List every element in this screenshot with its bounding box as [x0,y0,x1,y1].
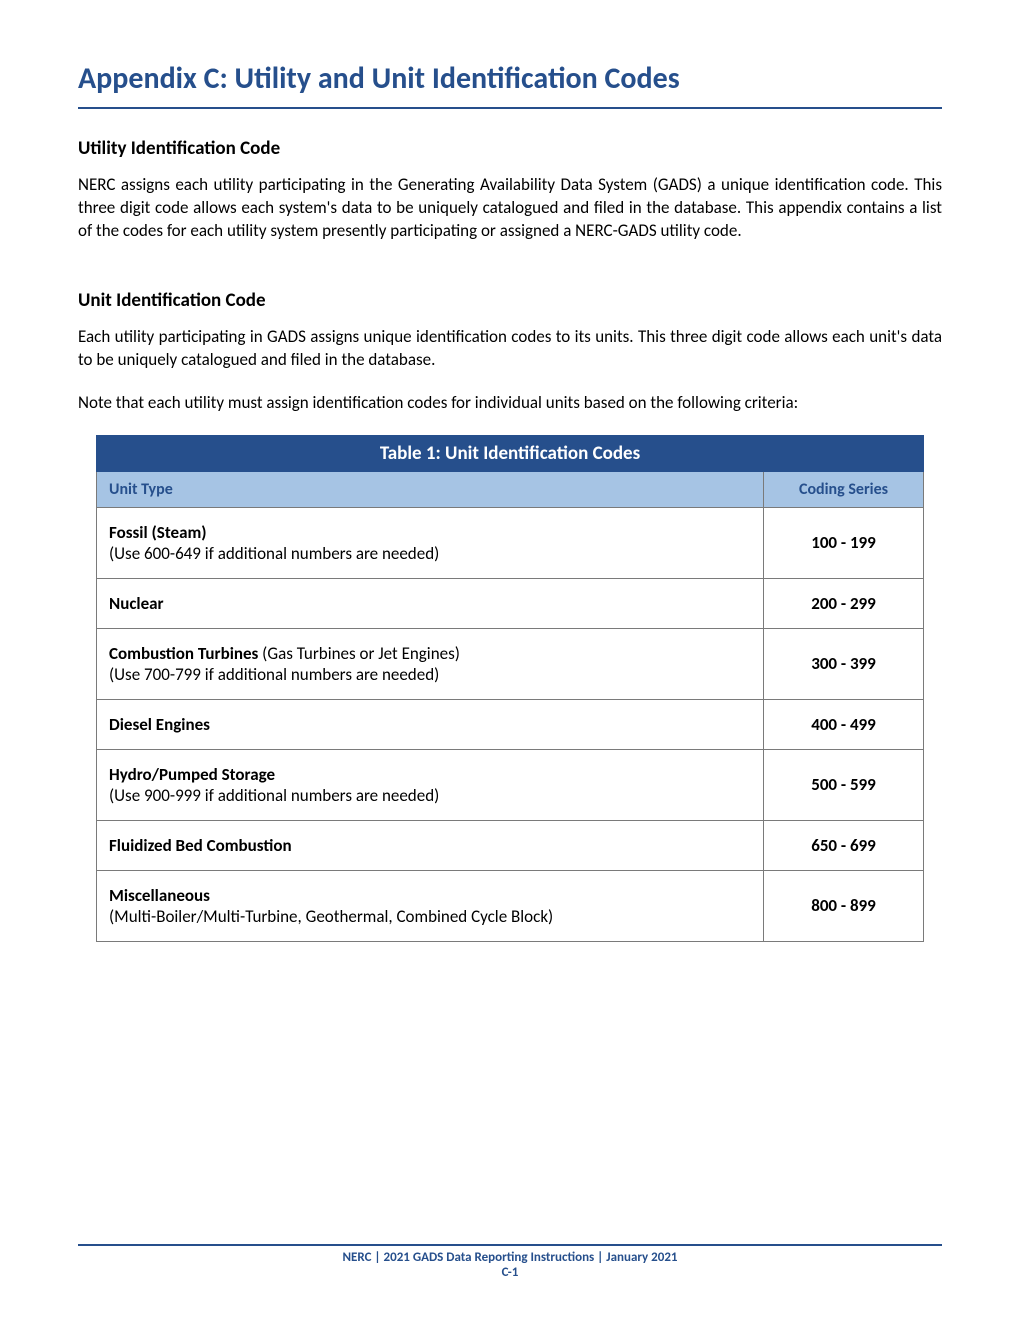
table-row: Miscellaneous(Multi-Boiler/Multi-Turbine… [97,870,924,941]
unit-type-line2: (Use 700-799 if additional numbers are n… [109,664,439,685]
page-footer: NERC | 2021 GADS Data Reporting Instruct… [78,1244,942,1280]
footer-rule [78,1244,942,1246]
table-title-cell: Table 1: Unit Identification Codes [97,435,924,471]
section2-para2: Note that each utility must assign ident… [78,392,942,415]
section2-heading: Unit Identification Code [78,289,942,312]
unit-type-bold: Miscellaneous [109,885,210,906]
unit-type-bold: Fluidized Bed Combustion [109,835,292,856]
coding-series-cell: 200 - 299 [764,578,924,628]
table-row: Combustion Turbines (Gas Turbines or Jet… [97,628,924,699]
unit-type-bold: Hydro/Pumped Storage [109,764,275,785]
footer-line2: C-1 [78,1265,942,1280]
coding-series-cell: 800 - 899 [764,870,924,941]
unit-type-cell: Miscellaneous(Multi-Boiler/Multi-Turbine… [97,870,764,941]
unit-type-cell: Diesel Engines [97,699,764,749]
unit-type-cell: Combustion Turbines (Gas Turbines or Jet… [97,628,764,699]
table-row: Fluidized Bed Combustion 650 - 699 [97,820,924,870]
unit-type-bold: Combustion Turbines [109,643,258,664]
table-row: Hydro/Pumped Storage(Use 900-999 if addi… [97,749,924,820]
unit-type-line2: (Use 600-649 if additional numbers are n… [109,543,439,564]
page-title: Appendix C: Utility and Unit Identificat… [78,60,942,97]
unit-type-cell: Fossil (Steam)(Use 600-649 if additional… [97,507,764,578]
unit-type-cell: Nuclear [97,578,764,628]
unit-type-rest: (Gas Turbines or Jet Engines) [258,643,460,664]
unit-type-line2: (Use 900-999 if additional numbers are n… [109,785,439,806]
section1-heading: Utility Identification Code [78,137,942,160]
section2-para1: Each utility participating in GADS assig… [78,326,942,372]
unit-type-bold: Fossil (Steam) [109,522,207,543]
table-row: Nuclear 200 - 299 [97,578,924,628]
section1-para1: NERC assigns each utility participating … [78,174,942,243]
unit-codes-table: Table 1: Unit Identification Codes Unit … [96,435,924,942]
coding-series-cell: 400 - 499 [764,699,924,749]
coding-series-cell: 300 - 399 [764,628,924,699]
title-rule [78,107,942,109]
col-header-unit-type: Unit Type [97,471,764,507]
table-container: Table 1: Unit Identification Codes Unit … [96,435,924,942]
unit-type-bold: Diesel Engines [109,714,210,735]
table-title-row: Table 1: Unit Identification Codes [97,435,924,471]
table-header-row: Unit Type Coding Series [97,471,924,507]
footer-line1: NERC | 2021 GADS Data Reporting Instruct… [78,1250,942,1265]
coding-series-cell: 100 - 199 [764,507,924,578]
coding-series-cell: 650 - 699 [764,820,924,870]
col-header-coding-series: Coding Series [764,471,924,507]
table-row: Diesel Engines 400 - 499 [97,699,924,749]
section-gap [78,263,942,289]
unit-type-line2: (Multi-Boiler/Multi-Turbine, Geothermal,… [109,906,553,927]
unit-type-bold: Nuclear [109,593,164,614]
unit-type-cell: Fluidized Bed Combustion [97,820,764,870]
table-row: Fossil (Steam)(Use 600-649 if additional… [97,507,924,578]
unit-type-cell: Hydro/Pumped Storage(Use 900-999 if addi… [97,749,764,820]
coding-series-cell: 500 - 599 [764,749,924,820]
